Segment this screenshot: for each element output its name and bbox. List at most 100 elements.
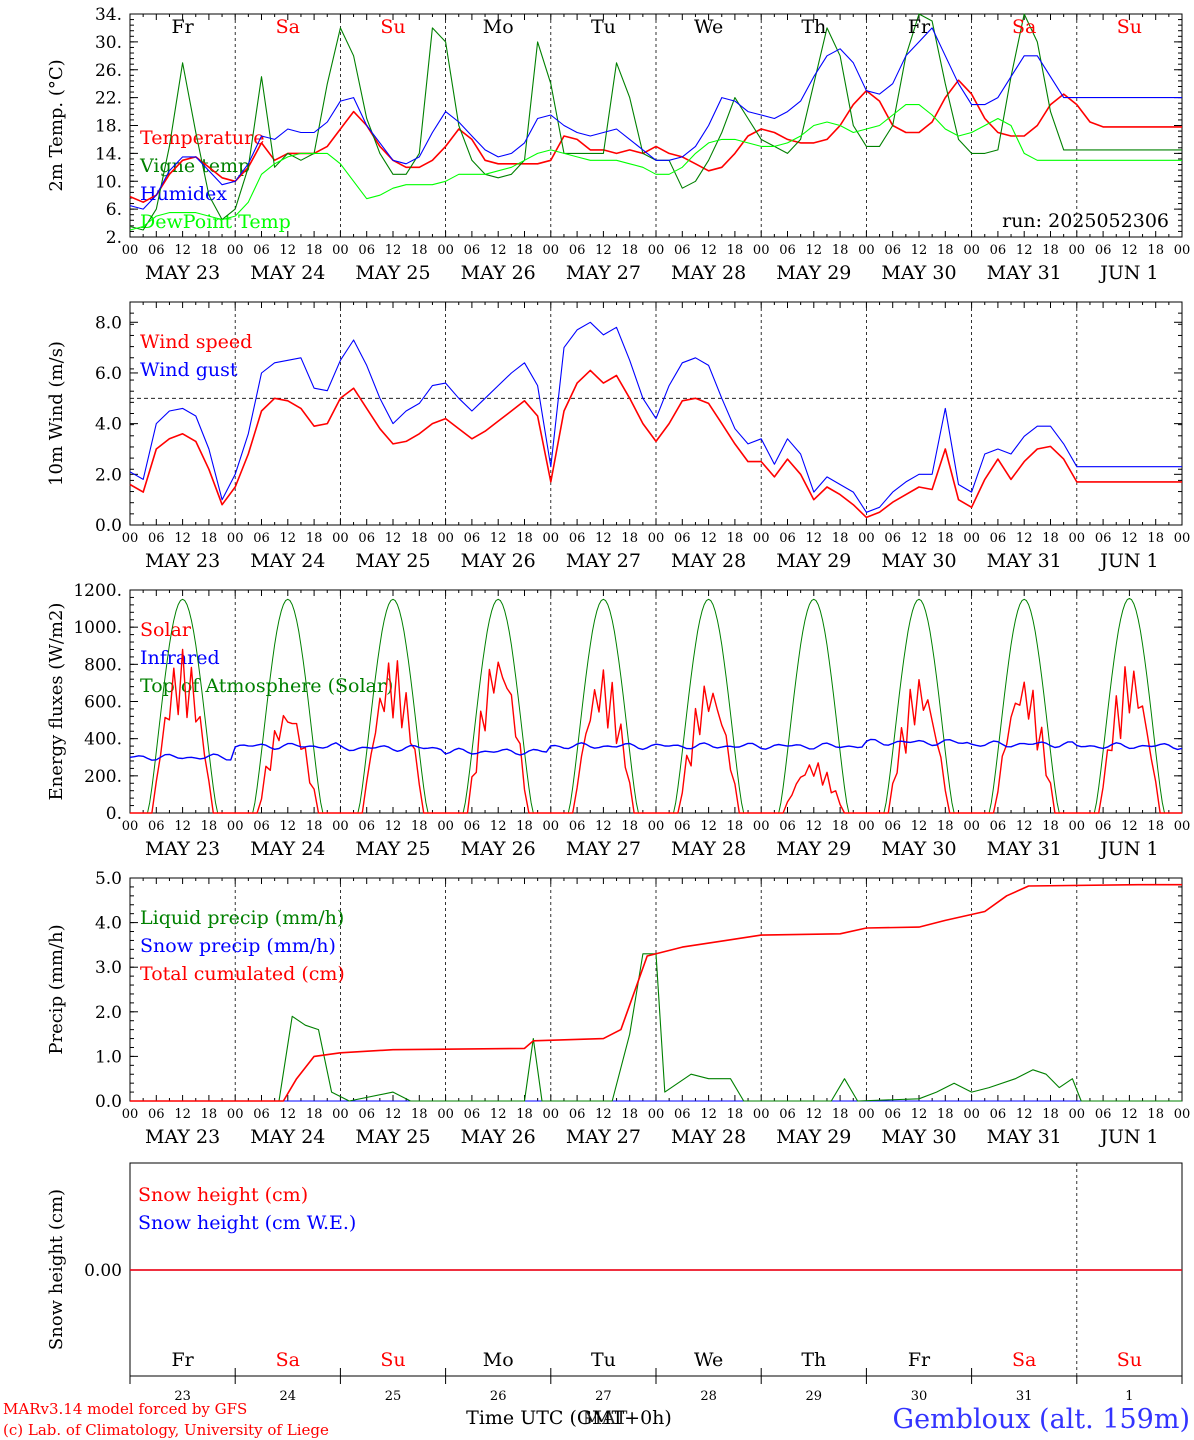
legend-dewpoint-temp: DewPoint Temp	[140, 211, 291, 233]
weekday-label: Fr	[171, 1349, 194, 1371]
date-label: MAY 26	[461, 1126, 536, 1148]
hour-label: 18	[621, 243, 638, 258]
weekday-label: We	[694, 16, 723, 38]
hour-label: 18	[411, 1107, 428, 1122]
y-axis-label: Energy fluxes (W/m2)	[46, 603, 67, 801]
day-number: 28	[700, 1389, 717, 1404]
day-number: 29	[806, 1389, 823, 1404]
y-tick-label: 6.	[106, 200, 122, 220]
hour-label: 00	[227, 1107, 244, 1122]
weekday-label: Su	[380, 1349, 405, 1371]
hour-label: 06	[464, 1107, 481, 1122]
weekday-label: Th	[801, 16, 826, 38]
hour-label: 00	[1069, 531, 1086, 546]
y-tick-label: 4.0	[95, 415, 122, 435]
hour-label: 18	[1042, 1107, 1059, 1122]
hour-label: 12	[174, 243, 191, 258]
hour-label: 12	[174, 531, 191, 546]
date-label: MAY 31	[987, 1126, 1062, 1148]
hour-label: 12	[490, 243, 507, 258]
hour-label: 06	[990, 531, 1007, 546]
hour-label: 00	[1174, 819, 1191, 834]
series-line	[129, 321, 1182, 513]
hour-label: 06	[253, 531, 270, 546]
date-label: MAY 24	[250, 838, 325, 860]
hour-label: 06	[674, 1107, 691, 1122]
hour-label: 18	[832, 819, 849, 834]
hour-label: 06	[569, 1107, 586, 1122]
hour-label: 00	[648, 1107, 665, 1122]
series-line	[129, 104, 1182, 231]
hour-label: 00	[858, 819, 875, 834]
hour-label: 18	[411, 243, 428, 258]
hour-label: 00	[963, 819, 980, 834]
hour-label: 06	[148, 531, 165, 546]
hour-label: 06	[358, 1107, 375, 1122]
legend-solar: Solar	[140, 619, 192, 641]
date-label: MAY 30	[881, 838, 956, 860]
weekday-label: Tu	[591, 16, 616, 38]
hour-label: 06	[1095, 819, 1112, 834]
hour-label: 06	[464, 819, 481, 834]
hour-label: 18	[832, 531, 849, 546]
y-tick-label: 2.0	[95, 465, 122, 485]
y-tick-label: 1000.	[73, 618, 122, 638]
date-label: MAY 28	[671, 262, 746, 284]
y-tick-label: 18.	[95, 117, 122, 137]
day-number: 27	[595, 1389, 612, 1404]
hour-label: 12	[1121, 1107, 1138, 1122]
hour-label: 00	[858, 1107, 875, 1122]
hour-label: 06	[779, 819, 796, 834]
hour-label: 12	[911, 1107, 928, 1122]
hour-label: 06	[148, 1107, 165, 1122]
hour-label: 18	[1042, 531, 1059, 546]
hour-label: 06	[779, 531, 796, 546]
run-label: run: 2025052306	[1002, 210, 1169, 232]
day-number: 31	[1016, 1389, 1033, 1404]
hour-label: 18	[937, 243, 954, 258]
hour-label: 00	[963, 531, 980, 546]
hour-label: 18	[411, 819, 428, 834]
y-tick-label: 0.	[106, 804, 122, 824]
date-label: MAY 27	[566, 262, 641, 284]
hour-label: 12	[911, 243, 928, 258]
weekday-label: Th	[801, 1349, 826, 1371]
hour-label: 00	[227, 243, 244, 258]
hour-label: 00	[753, 531, 770, 546]
hour-label: 18	[516, 531, 533, 546]
hour-label: 18	[937, 531, 954, 546]
hour-label: 12	[595, 819, 612, 834]
hour-label: 12	[700, 243, 717, 258]
date-label: MAY 25	[355, 550, 430, 572]
date-label: MAY 26	[461, 550, 536, 572]
date-label: MAY 29	[776, 838, 851, 860]
hour-label: 12	[806, 243, 823, 258]
hour-label: 12	[385, 819, 402, 834]
weekday-label: Fr	[171, 16, 194, 38]
weekday-label: Fr	[908, 1349, 931, 1371]
hour-label: 18	[516, 819, 533, 834]
hour-label: 00	[858, 531, 875, 546]
date-label: JUN 1	[1098, 550, 1158, 572]
date-label: MAY 26	[461, 838, 536, 860]
hour-label: 18	[411, 531, 428, 546]
date-label: MAY 31	[987, 838, 1062, 860]
date-label: MAY 30	[881, 262, 956, 284]
hour-label: 06	[569, 819, 586, 834]
hour-label: 00	[1069, 243, 1086, 258]
hour-label: 00	[963, 243, 980, 258]
panel-frame	[129, 301, 1183, 526]
date-label: MAY 29	[776, 262, 851, 284]
day-number: 26	[490, 1389, 507, 1404]
hour-label: 18	[306, 531, 323, 546]
hour-label: 00	[963, 1107, 980, 1122]
hour-label: 06	[464, 243, 481, 258]
hour-label: 18	[937, 819, 954, 834]
hour-label: 18	[1042, 243, 1059, 258]
hour-label: 12	[595, 243, 612, 258]
hour-label: 18	[832, 243, 849, 258]
hour-label: 12	[385, 1107, 402, 1122]
legend-liquid-precip-mm-h-: Liquid precip (mm/h)	[140, 907, 344, 929]
panel-2	[129, 301, 1183, 526]
